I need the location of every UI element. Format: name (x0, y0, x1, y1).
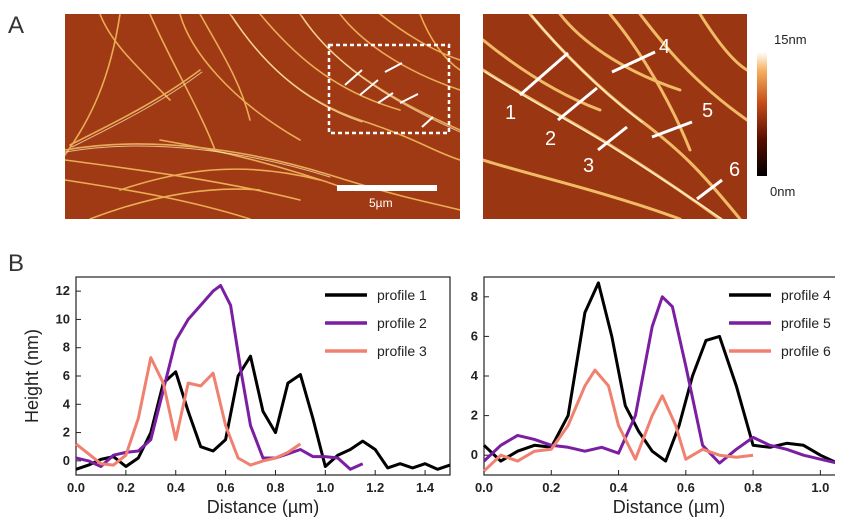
profile-markers-zoom (519, 50, 723, 201)
y-tick-label: 8 (63, 340, 70, 355)
y-tick-label: 8 (471, 289, 478, 304)
series-line-1 (75, 354, 451, 471)
y-tick-label: 0 (471, 447, 478, 462)
x-tick-label: 0.0 (475, 480, 493, 495)
y-tick-label: 2 (63, 425, 70, 440)
y-tick-label: 0 (63, 453, 70, 468)
y-tick-label: 6 (471, 328, 478, 343)
y-tick-label: 4 (63, 396, 71, 411)
profile-number-1: 1 (505, 102, 517, 124)
y-tick-label: 12 (56, 283, 70, 298)
x-tick-label: 0.6 (217, 480, 235, 495)
y-tick-label: 10 (56, 311, 70, 326)
x-tick-label: 0.6 (677, 480, 695, 495)
fibril-network-left (65, 14, 460, 219)
x-tick-label: 0.8 (744, 480, 762, 495)
x-tick-label: 1.0 (316, 480, 334, 495)
legend-label: profile 1 (377, 287, 427, 303)
x-tick-label: 0.2 (117, 480, 135, 495)
y-tick-label: 4 (471, 368, 479, 383)
profile-number-5: 5 (702, 100, 714, 122)
profile-markers-overview (344, 62, 434, 128)
x-tick-label: 0.4 (167, 480, 186, 495)
colorbar-max-label: 15nm (774, 32, 807, 47)
x-tick-label: 0.8 (266, 480, 284, 495)
profile-number-6: 6 (729, 159, 741, 181)
height-profile-chart-2: 0.0 0.2 0.4 0.6 0.8 1.0 0 2 4 6 8 Distance (µm) prof… (471, 276, 835, 517)
y-tick-label: 2 (471, 408, 478, 423)
series-line-3 (482, 368, 754, 473)
x-axis-label: Distance (µm) (613, 497, 725, 517)
legend-label: profile 3 (377, 343, 427, 359)
series-line-2 (482, 295, 835, 465)
x-tick-label: 0.4 (610, 480, 629, 495)
series-line-3 (75, 356, 302, 467)
colorbar-min-label: 0nm (770, 184, 796, 199)
legend-label: profile 5 (781, 315, 831, 331)
x-tick-label: 1.0 (811, 480, 829, 495)
scale-bar-label: 5µm (369, 196, 393, 210)
height-profile-chart-1: 0.0 0.2 0.4 0.6 0.8 1.0 1.2 1.4 0 2 4 6 8 10 12 Distanc… (22, 276, 451, 517)
x-axis-label: Distance (µm) (207, 497, 319, 517)
panel-label-b: B (8, 250, 25, 277)
x-tick-label: 1.2 (366, 480, 384, 495)
y-axis-label: Height (nm) (22, 329, 42, 423)
series-line-1 (482, 281, 835, 464)
profile-number-4: 4 (659, 36, 671, 58)
scale-bar (337, 185, 437, 191)
profile-number-2: 2 (545, 128, 557, 150)
legend-label: profile 2 (377, 315, 427, 331)
plot-frame (75, 276, 451, 476)
afm-zoom-background (483, 14, 747, 219)
legend-label: profile 6 (781, 343, 831, 359)
panel-label-a: A (8, 12, 25, 39)
x-tick-label: 1.4 (416, 480, 435, 495)
inset-region-box (327, 43, 451, 135)
x-tick-label: 0.2 (542, 480, 560, 495)
profile-number-3: 3 (583, 155, 595, 177)
legend-label: profile 4 (781, 287, 831, 303)
x-tick-label: 0.0 (67, 480, 85, 495)
colorbar (757, 52, 767, 176)
y-tick-label: 6 (63, 368, 70, 383)
